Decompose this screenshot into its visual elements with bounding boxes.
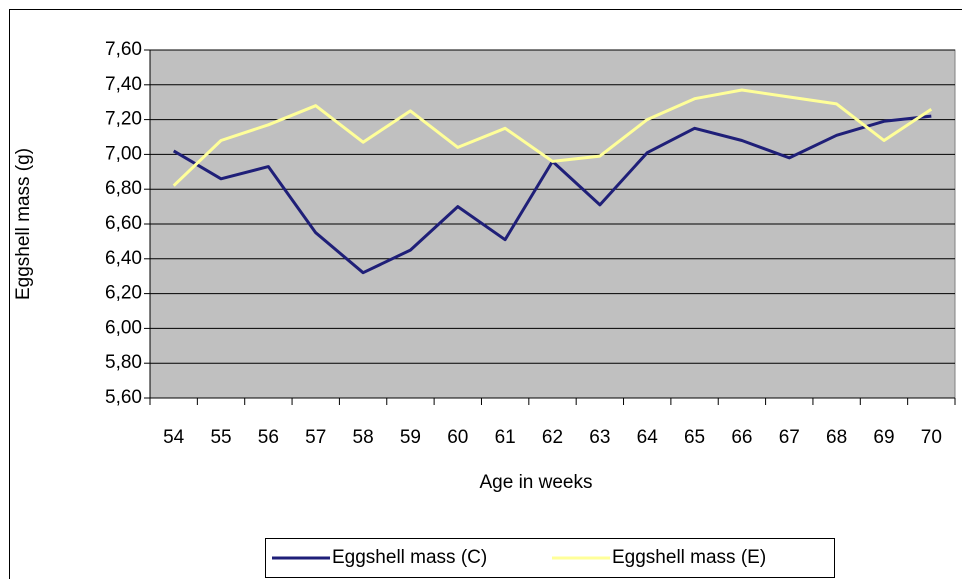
- x-tick-label: 67: [779, 427, 800, 448]
- x-tick-label: 55: [210, 427, 231, 448]
- y-tick-label: 6,60: [105, 213, 142, 234]
- y-tick-label: 6,00: [105, 317, 142, 338]
- x-tick-label: 64: [637, 427, 659, 448]
- x-tick-label: 65: [684, 427, 705, 448]
- x-tick-label: 60: [447, 427, 468, 448]
- y-tick-label: 5,60: [105, 387, 142, 408]
- x-axis-title: Age in weeks: [479, 472, 592, 493]
- series-line: [172, 88, 933, 187]
- y-tick-label: 6,20: [105, 283, 142, 304]
- x-tick-label: 57: [305, 427, 326, 448]
- x-tick-label: 62: [542, 427, 563, 448]
- x-tick-label: 59: [400, 427, 421, 448]
- legend-label: Eggshell mass (E): [612, 547, 766, 568]
- x-tick-label: 58: [353, 427, 374, 448]
- y-tick-label: 6,80: [105, 178, 142, 199]
- x-tick-label: 63: [589, 427, 610, 448]
- x-tick-label: 70: [921, 427, 942, 448]
- y-tick-label: 7,20: [105, 109, 142, 130]
- x-tick-label: 66: [731, 427, 752, 448]
- y-tick-label: 5,80: [105, 352, 142, 373]
- x-tick-label: 56: [258, 427, 279, 448]
- x-tick-label: 68: [826, 427, 847, 448]
- legend-box: [265, 538, 835, 578]
- x-tick-label: 54: [163, 427, 185, 448]
- y-tick-label: 6,40: [105, 248, 142, 269]
- y-axis-title: Eggshell mass (g): [13, 148, 34, 300]
- x-tick-label: 61: [495, 427, 516, 448]
- y-tick-label: 7,40: [105, 74, 142, 95]
- y-tick-label: 7,00: [105, 143, 142, 164]
- x-tick-label: 69: [873, 427, 894, 448]
- y-tick-label: 7,60: [105, 39, 142, 60]
- legend-label: Eggshell mass (C): [332, 547, 487, 568]
